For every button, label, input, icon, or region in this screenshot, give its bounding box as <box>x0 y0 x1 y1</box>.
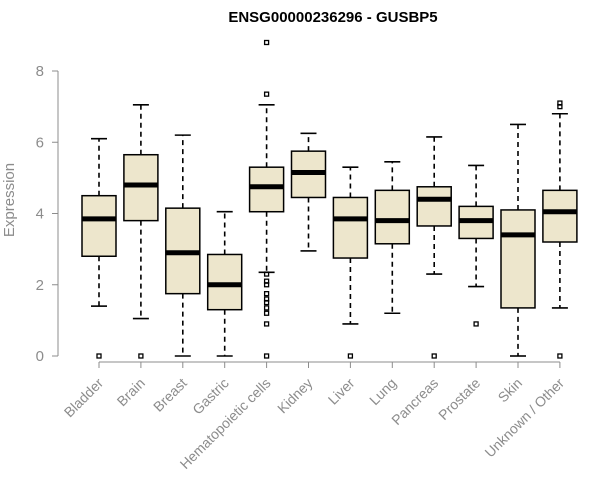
iqr-box <box>416 186 452 227</box>
x-tick-label: Prostate <box>435 375 483 423</box>
outlier-point <box>263 299 270 306</box>
outlier-point <box>263 353 270 359</box>
x-tick-label: Skin <box>495 375 526 406</box>
outlier-point <box>263 91 270 97</box>
x-tick-label: Breast <box>150 375 190 415</box>
box-group <box>500 123 536 357</box>
outlier-point <box>138 353 144 359</box>
outlier-point <box>263 310 270 316</box>
x-tick-label: Unknown / Other <box>481 375 567 461</box>
outlier-point <box>347 353 354 359</box>
x-tick-label: Liver <box>325 375 358 408</box>
box-group <box>81 137 117 359</box>
box-group <box>165 134 201 357</box>
iqr-box <box>500 209 536 309</box>
box-group <box>458 164 494 327</box>
box-group <box>248 39 285 359</box>
outlier-point <box>557 353 563 359</box>
box-group <box>332 166 369 359</box>
y-tick-label: 8 <box>36 63 44 80</box>
x-tick-label: Brain <box>114 375 148 409</box>
outlier-point <box>557 103 563 110</box>
box-group <box>374 161 411 315</box>
outlier-point <box>263 39 270 46</box>
x-tick-label: Lung <box>366 375 399 408</box>
iqr-box <box>206 253 243 311</box>
y-axis: 0 2 4 6 8 <box>36 63 59 365</box>
x-tick-label: Pancreas <box>388 375 441 428</box>
outlier-point <box>96 353 102 359</box>
box-group <box>123 104 159 359</box>
y-tick-label: 0 <box>36 348 44 365</box>
outlier-point <box>263 321 270 327</box>
outlier-point <box>473 321 479 327</box>
iqr-box <box>81 194 117 257</box>
iqr-box <box>123 153 159 222</box>
iqr-box <box>248 166 285 213</box>
outlier-point <box>263 271 270 277</box>
outlier-point <box>431 353 437 359</box>
outlier-point <box>263 291 270 297</box>
chart-title: ENSG00000236296 - GUSBP5 <box>228 9 437 26</box>
box-group <box>290 132 327 252</box>
box-group <box>542 100 578 359</box>
x-tick-label: Kidney <box>274 375 316 417</box>
y-tick-label: 2 <box>36 277 44 294</box>
box-group <box>416 136 452 359</box>
x-tick-label: Bladder <box>61 375 107 421</box>
outlier-point <box>263 282 270 288</box>
y-axis-label: Expression <box>1 163 18 237</box>
y-tick-label: 4 <box>36 206 44 223</box>
iqr-box <box>374 189 411 245</box>
outlier-point <box>263 305 270 311</box>
y-tick-label: 6 <box>36 134 44 151</box>
iqr-box <box>332 196 369 259</box>
box-series <box>81 39 578 359</box>
iqr-box <box>542 189 578 243</box>
box-group <box>206 210 243 357</box>
